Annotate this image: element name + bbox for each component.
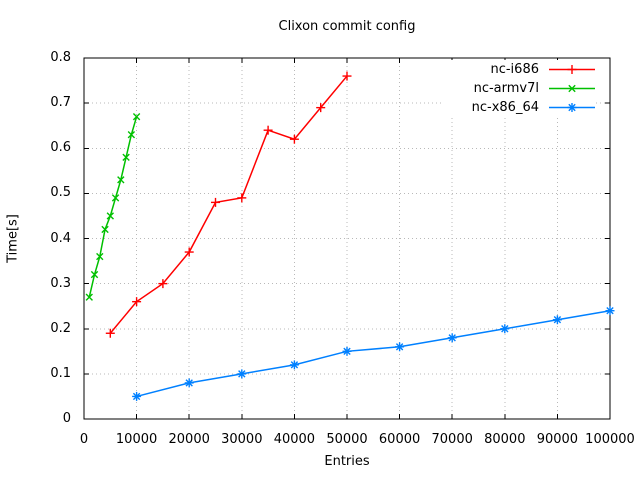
- y-tick-label: 0.1: [50, 365, 71, 381]
- x-tick-label: 60000: [378, 432, 421, 447]
- x-axis-label: Entries: [324, 454, 370, 469]
- legend-label: nc-x86_64: [471, 100, 539, 115]
- x-tick-label: 0: [79, 432, 89, 447]
- x-tick-label: 80000: [484, 432, 526, 447]
- x-tick-label: 40000: [273, 432, 316, 447]
- y-tick-label: 0.8: [50, 50, 71, 65]
- legend-line-sample: [549, 65, 595, 74]
- x-tick-label: 100000: [585, 432, 635, 447]
- legend-item: nc-armv7l: [443, 79, 595, 98]
- chart-title: Clixon commit config: [278, 19, 416, 34]
- legend-item: nc-i686: [443, 60, 595, 79]
- legend-line-sample: [549, 84, 595, 93]
- y-tick-label: 0.3: [50, 275, 71, 291]
- y-tick-label: 0.5: [50, 185, 71, 201]
- x-tick-label: 70000: [431, 432, 473, 447]
- legend-label: nc-armv7l: [473, 81, 539, 96]
- legend-label: nc-i686: [490, 62, 539, 77]
- x-tick-label: 20000: [168, 432, 210, 447]
- y-tick-label: 0.6: [50, 140, 71, 156]
- legend: nc-i686 nc-armv7l nc-x86_64: [443, 60, 595, 117]
- x-tick-label: 90000: [536, 432, 579, 447]
- legend-line-sample: [549, 103, 595, 112]
- x-tick-label: 30000: [221, 432, 263, 447]
- x-tick-label: 50000: [326, 432, 368, 447]
- x-tick-label: 10000: [115, 432, 158, 447]
- y-tick-label: 0.2: [50, 320, 71, 336]
- y-tick-label: 0.4: [50, 230, 71, 246]
- y-tick-label: 0: [62, 411, 71, 426]
- y-tick-label: 0.7: [50, 95, 71, 111]
- legend-item: nc-x86_64: [443, 98, 595, 117]
